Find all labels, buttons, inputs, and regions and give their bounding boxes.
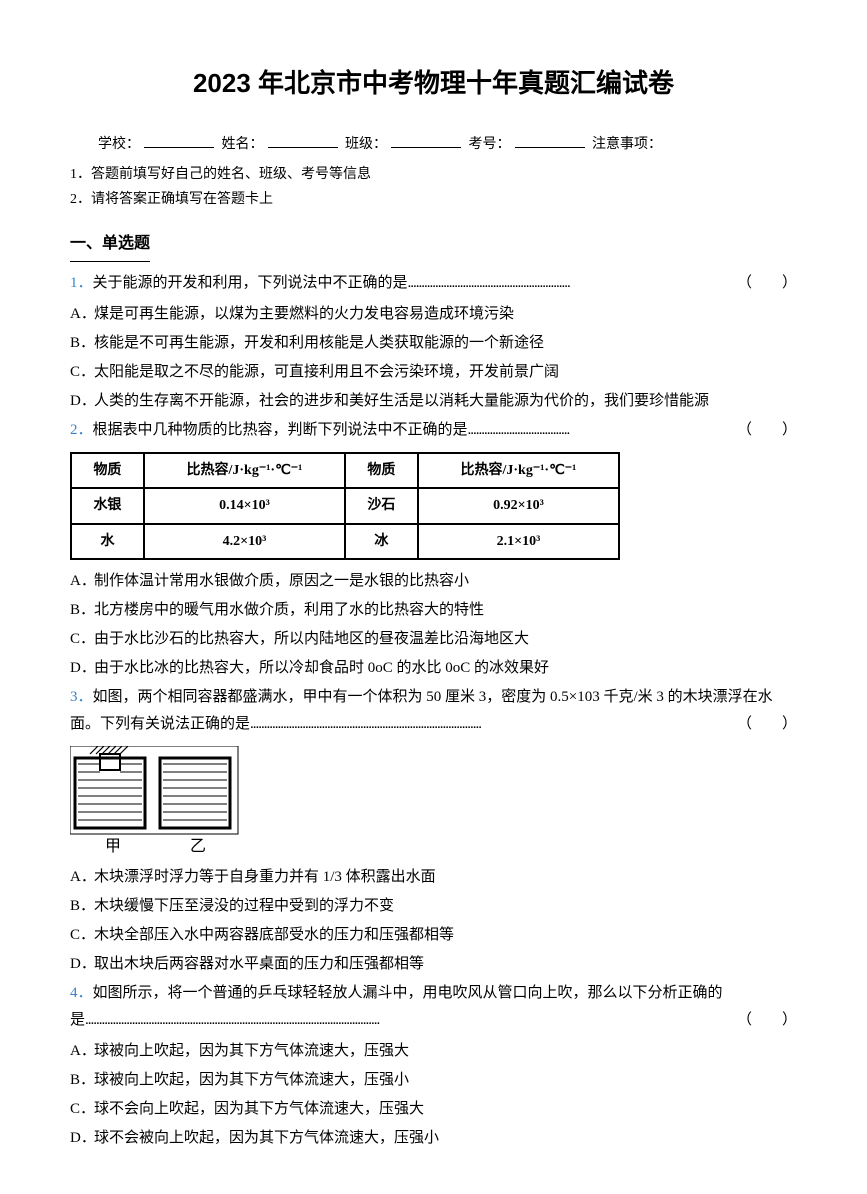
question-text: 根据表中几种物质的比热容，判断下列说法中不正确的是: [93, 422, 468, 438]
option-c: C．球不会向上吹起，因为其下方气体流速大，压强大: [70, 1096, 797, 1123]
name-blank: [268, 147, 338, 148]
notice-item: 2．请将答案正确填写在答题卡上: [70, 187, 797, 212]
dots-fill: .....................................: [468, 422, 570, 438]
table-row: 水 4.2×10³ 冰 2.1×10³: [71, 524, 619, 559]
opt-text: 北方楼房中的暖气用水做介质，利用了水的比热容大的特性: [94, 602, 484, 618]
table-cell: 冰: [345, 524, 418, 559]
id-blank: [515, 147, 585, 148]
name-label: 姓名：: [222, 137, 264, 152]
school-blank: [144, 147, 214, 148]
question-3: 3．如图，两个相同容器都盛满水，甲中有一个体积为 50 厘米 3，密度为 0.5…: [70, 684, 797, 738]
opt-text: 球被向上吹起，因为其下方气体流速大，压强大: [94, 1043, 409, 1059]
notice-item: 1．答题前填写好自己的姓名、班级、考号等信息: [70, 162, 797, 187]
opt-text: 由于水比冰的比热容大，所以冷却食品时 0oC 的水比 0oC 的冰效果好: [94, 660, 549, 676]
opt-text: 球不会向上吹起，因为其下方气体流速大，压强大: [94, 1101, 424, 1117]
question-number: 2．: [70, 422, 93, 438]
option-b: B．木块缓慢下压至浸没的过程中受到的浮力不变: [70, 893, 797, 920]
option-d: D．取出木块后两容器对水平桌面的压力和压强都相等: [70, 951, 797, 978]
table-cell: 水: [71, 524, 144, 559]
opt-label: A．: [70, 301, 94, 328]
answer-paren: （ ）: [737, 1007, 797, 1034]
opt-text: 木块全部压入水中两容器底部受水的压力和压强都相等: [94, 927, 454, 943]
opt-label: A．: [70, 568, 94, 595]
option-a: A．木块漂浮时浮力等于自身重力并有 1/3 体积露出水面: [70, 864, 797, 891]
opt-text: 木块漂浮时浮力等于自身重力并有 1/3 体积露出水面: [94, 869, 436, 885]
student-info-line: 学校： 姓名： 班级： 考号： 注意事项：: [70, 132, 797, 157]
section-heading: 一、单选题: [70, 230, 150, 262]
opt-text: 核能是不可再生能源，开发和利用核能是人类获取能源的一个新途径: [94, 335, 544, 351]
question-number: 4．: [70, 985, 93, 1001]
opt-text: 人类的生存离不开能源，社会的进步和美好生活是以消耗大量能源为代价的，我们要珍惜能…: [94, 393, 709, 409]
dots-fill: ........................................…: [250, 716, 481, 732]
opt-label: D．: [70, 388, 94, 415]
table-header: 比热容/J·kg⁻¹·℃⁻¹: [144, 453, 345, 488]
page-title: 2023 年北京市中考物理十年真题汇编试卷: [70, 60, 797, 107]
option-c: C．太阳能是取之不尽的能源，可直接利用且不会污染环境，开发前景广阔: [70, 359, 797, 386]
option-b: B．北方楼房中的暖气用水做介质，利用了水的比热容大的特性: [70, 597, 797, 624]
table-row: 水银 0.14×10³ 沙石 0.92×10³: [71, 488, 619, 523]
option-a: A．煤是可再生能源，以煤为主要燃料的火力发电容易造成环境污染: [70, 301, 797, 328]
id-label: 考号：: [469, 137, 511, 152]
question-2: 2．根据表中几种物质的比热容，判断下列说法中不正确的是.............…: [70, 417, 797, 444]
opt-label: C．: [70, 359, 94, 386]
opt-label: A．: [70, 1038, 94, 1065]
table-cell: 水银: [71, 488, 144, 523]
option-d: D．球不会被向上吹起，因为其下方气体流速大，压强小: [70, 1125, 797, 1152]
fig-label-left: 甲: [105, 838, 121, 855]
option-c: C．木块全部压入水中两容器底部受水的压力和压强都相等: [70, 922, 797, 949]
opt-label: C．: [70, 1096, 94, 1123]
table-cell: 4.2×10³: [144, 524, 345, 559]
option-d: D．由于水比冰的比热容大，所以冷却食品时 0oC 的水比 0oC 的冰效果好: [70, 655, 797, 682]
specific-heat-table: 物质 比热容/J·kg⁻¹·℃⁻¹ 物质 比热容/J·kg⁻¹·℃⁻¹ 水银 0…: [70, 452, 620, 560]
notice-list: 1．答题前填写好自己的姓名、班级、考号等信息 2．请将答案正确填写在答题卡上: [70, 162, 797, 212]
option-a: A．制作体温计常用水银做介质，原因之一是水银的比热容小: [70, 568, 797, 595]
option-b: B．球被向上吹起，因为其下方气体流速大，压强小: [70, 1067, 797, 1094]
opt-text: 由于水比沙石的比热容大，所以内陆地区的昼夜温差比沿海地区大: [94, 631, 529, 647]
table-cell: 0.14×10³: [144, 488, 345, 523]
question-4: 4．如图所示，将一个普通的乒乓球轻轻放人漏斗中，用电吹风从管口向上吹，那么以下分…: [70, 980, 797, 1034]
option-a: A．球被向上吹起，因为其下方气体流速大，压强大: [70, 1038, 797, 1065]
opt-label: B．: [70, 1067, 94, 1094]
school-label: 学校：: [98, 137, 140, 152]
opt-text: 木块缓慢下压至浸没的过程中受到的浮力不变: [94, 898, 394, 914]
opt-text: 太阳能是取之不尽的能源，可直接利用且不会污染环境，开发前景广阔: [94, 364, 559, 380]
class-blank: [391, 147, 461, 148]
class-label: 班级：: [345, 137, 387, 152]
notice-label: 注意事项：: [592, 137, 662, 152]
question-1: 1．关于能源的开发和利用，下列说法中不正确的是.................…: [70, 270, 797, 297]
question-text: 关于能源的开发和利用，下列说法中不正确的是: [93, 275, 408, 291]
option-b: B．核能是不可再生能源，开发和利用核能是人类获取能源的一个新途径: [70, 330, 797, 357]
opt-text: 球被向上吹起，因为其下方气体流速大，压强小: [94, 1072, 409, 1088]
option-d: D．人类的生存离不开能源，社会的进步和美好生活是以消耗大量能源为代价的，我们要珍…: [70, 388, 797, 415]
question-number: 3．: [70, 689, 93, 705]
opt-text: 取出木块后两容器对水平桌面的压力和压强都相等: [94, 956, 424, 972]
answer-paren: （ ）: [737, 417, 797, 444]
opt-label: B．: [70, 597, 94, 624]
opt-label: D．: [70, 1125, 94, 1152]
opt-label: A．: [70, 864, 94, 891]
answer-paren: （ ）: [737, 711, 797, 738]
table-cell: 0.92×10³: [418, 488, 619, 523]
opt-text: 球不会被向上吹起，因为其下方气体流速大，压强小: [94, 1130, 439, 1146]
opt-text: 煤是可再生能源，以煤为主要燃料的火力发电容易造成环境污染: [94, 306, 514, 322]
opt-label: C．: [70, 626, 94, 653]
table-header: 比热容/J·kg⁻¹·℃⁻¹: [418, 453, 619, 488]
table-cell: 2.1×10³: [418, 524, 619, 559]
opt-label: B．: [70, 330, 94, 357]
opt-label: D．: [70, 655, 94, 682]
table-header: 物质: [345, 453, 418, 488]
dots-fill: ........................................…: [85, 1012, 379, 1028]
opt-label: B．: [70, 893, 94, 920]
table-cell: 沙石: [345, 488, 418, 523]
opt-label: C．: [70, 922, 94, 949]
opt-text: 制作体温计常用水银做介质，原因之一是水银的比热容小: [94, 573, 469, 589]
answer-paren: （ ）: [737, 270, 797, 297]
question-number: 1．: [70, 275, 93, 291]
figure-containers: 甲 乙: [70, 746, 797, 856]
table-header: 物质: [71, 453, 144, 488]
option-c: C．由于水比沙石的比热容大，所以内陆地区的昼夜温差比沿海地区大: [70, 626, 797, 653]
dots-fill: ........................................…: [408, 275, 570, 291]
opt-label: D．: [70, 951, 94, 978]
fig-label-right: 乙: [190, 838, 206, 855]
